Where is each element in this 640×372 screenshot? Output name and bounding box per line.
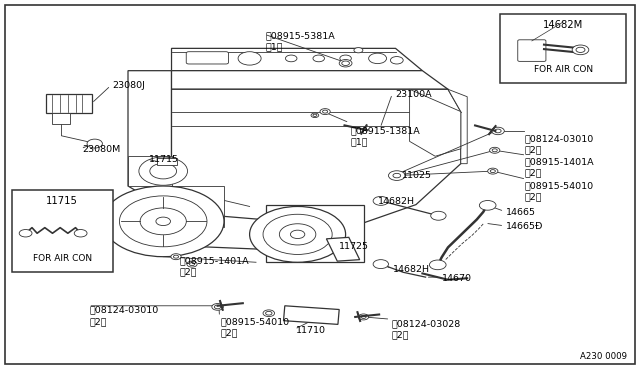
Text: 14670: 14670 <box>442 274 472 283</box>
Circle shape <box>87 139 102 148</box>
Text: Ⓑ08124-03010
（2）: Ⓑ08124-03010 （2） <box>525 134 594 154</box>
Text: Ⓥ08915-1401A
（2）: Ⓥ08915-1401A （2） <box>525 158 595 178</box>
Text: Ⓦ08915-1401A
（2）: Ⓦ08915-1401A （2） <box>179 256 249 276</box>
Circle shape <box>266 311 272 315</box>
Polygon shape <box>172 48 422 71</box>
Text: 11710: 11710 <box>296 326 326 335</box>
Circle shape <box>313 114 317 116</box>
Text: FOR AIR CON: FOR AIR CON <box>33 254 92 263</box>
Polygon shape <box>172 89 461 227</box>
Circle shape <box>479 201 496 210</box>
Circle shape <box>492 149 497 152</box>
Circle shape <box>339 60 352 67</box>
Circle shape <box>291 230 305 238</box>
Text: 14665Đ: 14665Đ <box>506 222 543 231</box>
Circle shape <box>212 304 223 310</box>
Text: 23080J: 23080J <box>112 81 145 90</box>
Circle shape <box>285 55 297 62</box>
Circle shape <box>354 48 363 53</box>
Circle shape <box>120 196 207 247</box>
Circle shape <box>488 168 498 174</box>
Circle shape <box>361 315 366 318</box>
Circle shape <box>238 52 261 65</box>
FancyBboxPatch shape <box>52 113 70 124</box>
Text: Ⓦ08915-54010
（2）: Ⓦ08915-54010 （2） <box>221 317 290 337</box>
Text: 11725: 11725 <box>339 242 369 251</box>
Circle shape <box>139 157 188 185</box>
Circle shape <box>250 206 346 262</box>
Polygon shape <box>128 156 172 186</box>
Text: 14682M: 14682M <box>543 20 583 31</box>
Circle shape <box>431 211 446 220</box>
Circle shape <box>323 110 328 113</box>
Text: A230 0009: A230 0009 <box>580 352 627 361</box>
Circle shape <box>373 260 388 269</box>
Circle shape <box>150 163 177 179</box>
Circle shape <box>369 53 387 64</box>
Text: 11025: 11025 <box>402 171 432 180</box>
Circle shape <box>358 314 369 320</box>
Circle shape <box>576 47 585 52</box>
Polygon shape <box>172 71 448 89</box>
Circle shape <box>156 217 170 225</box>
FancyBboxPatch shape <box>157 158 177 165</box>
Circle shape <box>490 147 500 153</box>
Circle shape <box>311 113 319 118</box>
Circle shape <box>214 305 221 309</box>
Polygon shape <box>266 205 364 262</box>
Circle shape <box>572 45 589 55</box>
Circle shape <box>171 254 181 260</box>
Text: Ⓑ08124-03028
（2）: Ⓑ08124-03028 （2） <box>392 319 461 339</box>
Text: 11715: 11715 <box>46 196 78 206</box>
Circle shape <box>189 263 195 266</box>
Circle shape <box>263 214 332 254</box>
Circle shape <box>342 61 349 65</box>
Circle shape <box>263 310 275 317</box>
Circle shape <box>102 186 224 257</box>
Polygon shape <box>172 212 352 253</box>
Bar <box>12 190 113 272</box>
Circle shape <box>280 224 316 245</box>
Text: 11715: 11715 <box>148 155 179 164</box>
Circle shape <box>373 196 388 205</box>
Text: 14682H: 14682H <box>393 265 430 274</box>
Circle shape <box>390 57 403 64</box>
Polygon shape <box>172 186 224 227</box>
Text: Ⓦ08915-54010
（2）: Ⓦ08915-54010 （2） <box>525 182 594 202</box>
Text: 23100A: 23100A <box>396 90 432 99</box>
FancyBboxPatch shape <box>518 40 546 61</box>
Circle shape <box>19 230 32 237</box>
Text: Ⓦ08915-1381A
（1）: Ⓦ08915-1381A （1） <box>351 126 420 147</box>
Circle shape <box>490 170 495 173</box>
Circle shape <box>187 261 197 267</box>
Text: Ⓑ08124-03010
（2）: Ⓑ08124-03010 （2） <box>90 306 159 326</box>
Circle shape <box>140 208 186 235</box>
Circle shape <box>492 127 504 135</box>
Polygon shape <box>448 89 467 164</box>
Circle shape <box>388 171 405 180</box>
Text: Ⓦ08915-5381A
（1）: Ⓦ08915-5381A （1） <box>266 32 335 52</box>
Text: 23080M: 23080M <box>82 145 120 154</box>
Circle shape <box>393 173 401 178</box>
Text: FOR AIR CON: FOR AIR CON <box>534 65 593 74</box>
FancyBboxPatch shape <box>46 94 92 113</box>
FancyBboxPatch shape <box>186 52 228 64</box>
Circle shape <box>429 260 446 270</box>
Circle shape <box>340 55 351 62</box>
Polygon shape <box>326 237 360 261</box>
Circle shape <box>173 255 179 258</box>
Text: 14682H: 14682H <box>378 197 415 206</box>
Polygon shape <box>410 89 461 156</box>
Polygon shape <box>284 306 339 324</box>
Text: 14665: 14665 <box>506 208 536 217</box>
Circle shape <box>495 129 501 133</box>
Circle shape <box>74 230 87 237</box>
Circle shape <box>320 109 330 115</box>
Polygon shape <box>128 71 172 212</box>
Bar <box>500 14 626 83</box>
Circle shape <box>313 55 324 62</box>
